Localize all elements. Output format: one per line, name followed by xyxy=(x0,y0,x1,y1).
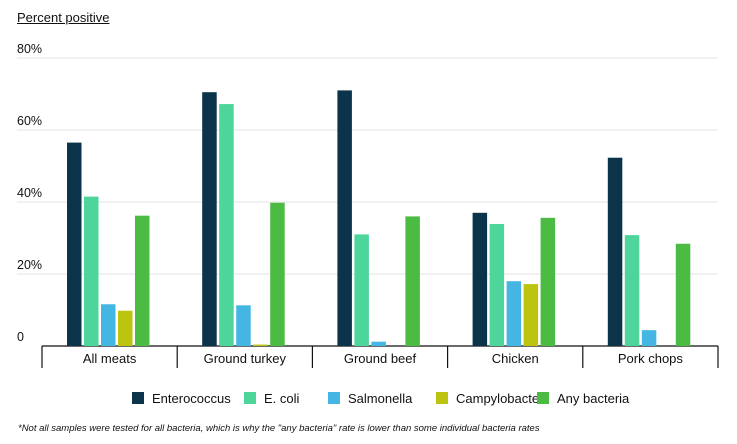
y-tick-label: 0 xyxy=(17,330,24,344)
x-tick-label: Chicken xyxy=(492,351,539,366)
x-tick-label: Pork chops xyxy=(618,351,684,366)
y-axis-title: Percent positive xyxy=(17,10,110,25)
bar xyxy=(219,104,234,346)
bar xyxy=(354,234,369,346)
y-tick-label: 80% xyxy=(17,42,42,56)
legend-swatch xyxy=(328,392,340,404)
bar xyxy=(506,281,522,346)
x-tick-label: Ground beef xyxy=(344,351,417,366)
legend-label: E. coli xyxy=(264,390,300,406)
legend-item: Salmonella xyxy=(328,389,412,407)
bar xyxy=(236,305,251,346)
legend-item: E. coli xyxy=(244,389,299,407)
footnote: *Not all samples were tested for all bac… xyxy=(18,423,540,434)
y-tick-label: 20% xyxy=(17,258,42,272)
bar xyxy=(607,157,623,346)
bar xyxy=(253,344,268,346)
x-tick-label: All meats xyxy=(83,351,137,366)
y-tick-label: 60% xyxy=(17,114,42,128)
bar xyxy=(202,92,217,346)
bar xyxy=(624,235,640,346)
bar xyxy=(67,142,82,346)
bar xyxy=(135,215,150,346)
bar xyxy=(270,202,285,346)
legend-label: Campylobacter xyxy=(456,390,544,406)
bar xyxy=(641,330,657,346)
legend-swatch xyxy=(537,392,549,404)
legend-swatch xyxy=(244,392,256,404)
bar xyxy=(84,196,99,346)
bar xyxy=(371,341,386,346)
legend-label: Enterococcus xyxy=(152,390,231,406)
y-tick-label: 40% xyxy=(17,186,42,200)
chart-legend: Enterococcus E. coli Salmonella Campylobact… xyxy=(0,389,737,407)
legend-label: Any bacteria xyxy=(557,390,630,406)
bar xyxy=(540,217,556,346)
bar xyxy=(472,212,488,346)
legend-item: Campylobacter xyxy=(436,389,543,407)
bar xyxy=(675,243,691,346)
bar xyxy=(118,310,133,346)
legend-label: Salmonella xyxy=(348,390,413,406)
x-tick-label: Ground turkey xyxy=(204,351,287,366)
legend-item: Any bacteria xyxy=(537,389,629,407)
bar xyxy=(489,223,505,346)
bar xyxy=(405,216,420,346)
bar xyxy=(101,304,116,346)
legend-item: Enterococcus xyxy=(132,389,231,407)
bar xyxy=(523,284,539,346)
legend-swatch xyxy=(132,392,144,404)
legend-swatch xyxy=(436,392,448,404)
bar xyxy=(337,90,352,347)
